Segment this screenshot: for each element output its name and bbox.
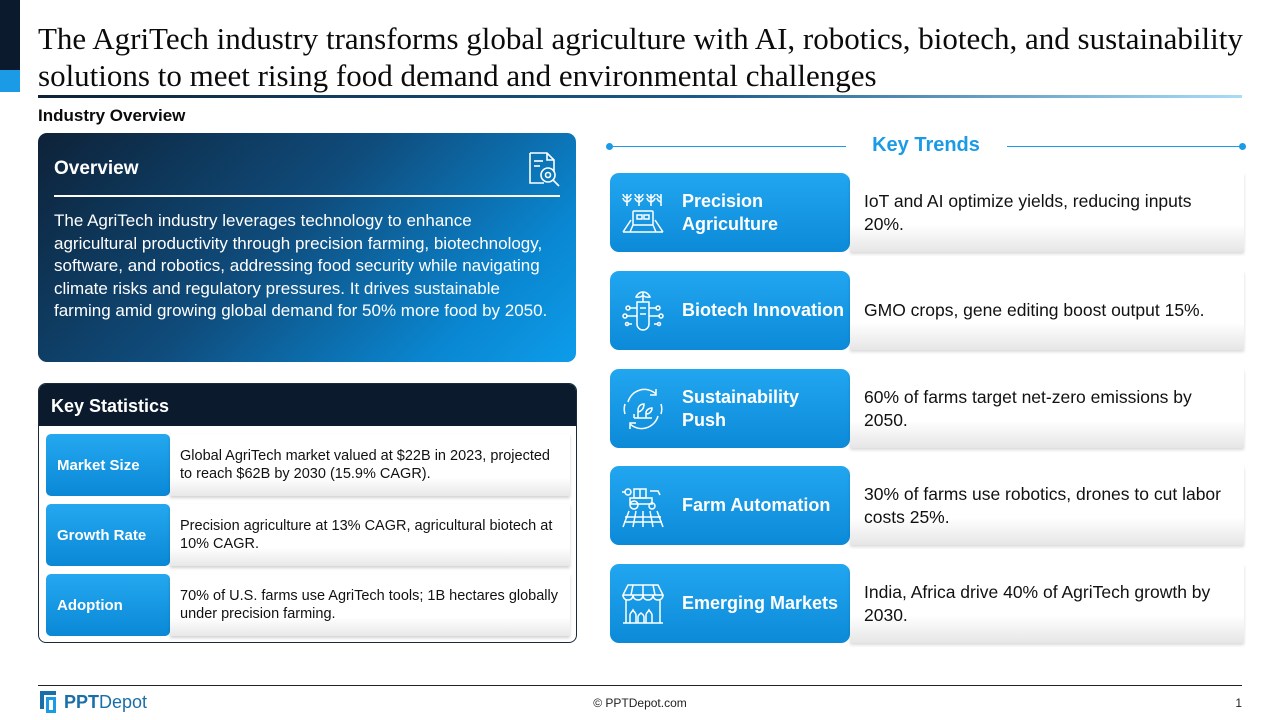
trend-description: GMO crops, gene editing boost output 15%… <box>850 271 1244 350</box>
stat-description: Global AgriTech market valued at $22B in… <box>170 434 570 496</box>
overview-text: The AgriTech industry leverages technolo… <box>54 211 548 320</box>
trends-line-dot-left <box>606 143 613 150</box>
trend-row-sustainability-push: Sustainability Push 60% of farms target … <box>610 369 1244 448</box>
copyright-text: © PPTDepot.com <box>593 696 687 710</box>
key-trends-title: Key Trends <box>872 134 980 156</box>
market-stall-icon <box>621 584 665 624</box>
document-magnifier-icon <box>529 152 560 187</box>
logo-text-regular: Depot <box>99 691 148 712</box>
slide-title: The AgriTech industry transforms global … <box>38 21 1243 93</box>
trend-label-box: Biotech Innovation <box>610 271 850 350</box>
corner-accent-blue <box>0 70 20 92</box>
footer-divider <box>38 685 1242 686</box>
logo-text-bold: PPT <box>64 691 100 712</box>
stat-label: Adoption <box>46 574 170 636</box>
trend-description: 30% of farms use robotics, drones to cut… <box>850 466 1244 545</box>
trend-row-precision-agriculture: Precision Agriculture IoT and AI optimiz… <box>610 173 1244 252</box>
pptdepot-logo-icon <box>40 691 56 713</box>
stat-label: Growth Rate <box>46 504 170 566</box>
trend-label: Biotech Innovation <box>682 300 844 320</box>
stat-description: 70% of U.S. farms use AgriTech tools; 1B… <box>170 574 570 636</box>
plant-circuit-icon <box>622 291 664 331</box>
trend-row-emerging-markets: Emerging Markets India, Africa drive 40%… <box>610 564 1244 643</box>
trends-line-right <box>1007 146 1242 147</box>
trend-label-box: Precision Agriculture <box>610 173 850 252</box>
trend-label: Precision Agriculture <box>682 190 779 234</box>
stat-row-adoption: Adoption 70% of U.S. farms use AgriTech … <box>46 574 570 636</box>
trend-row-biotech-innovation: Biotech Innovation GMO crops, gene editi… <box>610 271 1244 350</box>
section-label: Industry Overview <box>38 106 186 125</box>
trend-label: Sustainability Push <box>682 386 800 430</box>
crop-field-icon <box>622 193 664 233</box>
trends-line-left <box>610 146 846 147</box>
overview-divider <box>54 195 560 197</box>
trend-label-box: Farm Automation <box>610 466 850 545</box>
trend-label: Farm Automation <box>682 495 831 515</box>
eco-cycle-icon <box>623 388 663 430</box>
tractor-icon <box>622 488 664 528</box>
corner-accent-dark <box>0 0 20 70</box>
overview-title: Overview <box>54 158 139 179</box>
trend-label: Emerging Markets <box>682 593 839 613</box>
pptdepot-logo[interactable]: PPTDepot <box>38 690 147 714</box>
trend-description: IoT and AI optimize yields, reducing inp… <box>850 173 1244 252</box>
trend-label-box: Sustainability Push <box>610 369 850 448</box>
stat-description: Precision agriculture at 13% CAGR, agric… <box>170 504 570 566</box>
trend-description: 60% of farms target net-zero emissions b… <box>850 369 1244 448</box>
stat-row-growth-rate: Growth Rate Precision agriculture at 13%… <box>46 504 570 566</box>
trend-row-farm-automation: Farm Automation 30% of farms use robotic… <box>610 466 1244 545</box>
key-statistics-panel: Key Statistics Market Size Global AgriTe… <box>38 383 577 643</box>
stat-label: Market Size <box>46 434 170 496</box>
trend-label-box: Emerging Markets <box>610 564 850 643</box>
trends-line-dot-right <box>1239 143 1246 150</box>
overview-card: Overview The AgriTech industry leverages… <box>38 133 576 362</box>
trend-description: India, Africa drive 40% of AgriTech grow… <box>850 564 1244 643</box>
page-number: 1 <box>1235 696 1242 710</box>
title-divider <box>38 95 1242 98</box>
pptdepot-logo-text: PPTDepot <box>64 692 147 713</box>
key-statistics-title: Key Statistics <box>39 384 576 426</box>
stat-row-market-size: Market Size Global AgriTech market value… <box>46 434 570 496</box>
